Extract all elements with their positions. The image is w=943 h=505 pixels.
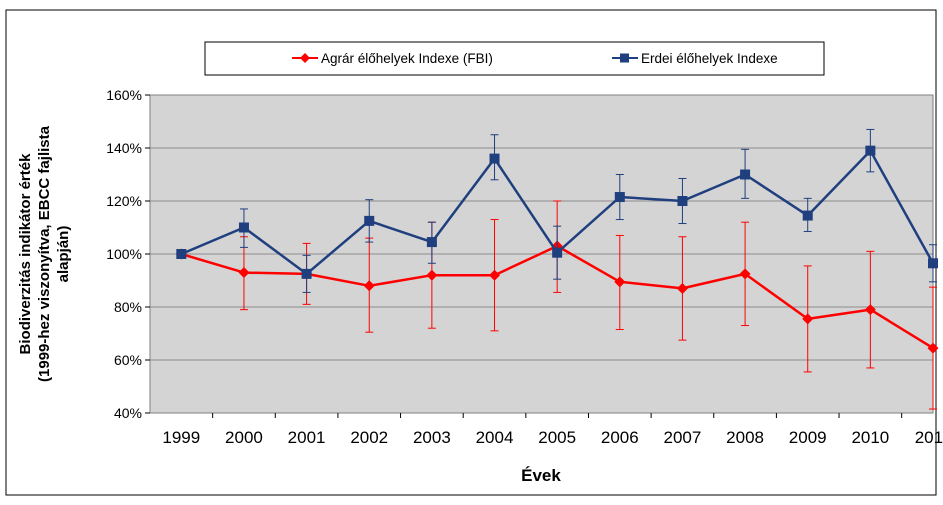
- point-1-4: [426, 237, 437, 248]
- legend-marker-1: [620, 53, 629, 63]
- legend-marker-0: [300, 53, 310, 63]
- x-tick-label-1999: 1999: [162, 428, 200, 447]
- series-layer: [175, 128, 939, 410]
- point-1-8: [677, 196, 688, 206]
- y-axis-title-line-2: (1999-hez viszonyítva, EBCC fajlista: [36, 125, 53, 382]
- point-1-1: [238, 222, 249, 233]
- point-1-12: [928, 258, 938, 269]
- x-tick-label-2005: 2005: [538, 428, 576, 447]
- x-tick-label-2008: 2008: [726, 428, 764, 447]
- y-axis-title: Biodiverzitás indikátor érték (1999-hez …: [17, 125, 72, 382]
- point-0-11: [864, 304, 876, 316]
- legend-label-1: Erdei élőhelyek Indexe: [641, 51, 778, 66]
- y-axis-title-line-1: Biodiverzitás indikátor érték: [17, 153, 34, 355]
- point-0-9: [739, 268, 751, 280]
- point-1-9: [740, 169, 751, 180]
- point-1-2: [301, 268, 312, 279]
- point-1-6: [552, 247, 563, 258]
- y-tick-label-100: 100%: [106, 246, 142, 262]
- y-axis-title-line-3: alapján): [55, 226, 72, 283]
- x-tick-label-2004: 2004: [476, 428, 514, 447]
- point-0-8: [676, 282, 688, 294]
- point-1-11: [865, 145, 876, 156]
- x-tick-label-2007: 2007: [664, 428, 702, 447]
- x-tick-label-2006: 2006: [601, 428, 639, 447]
- point-1-10: [802, 210, 813, 221]
- legend: Agrár élőhelyek Indexe (FBI) Erdei élőhe…: [204, 41, 825, 76]
- legend-label-0: Agrár élőhelyek Indexe (FBI): [321, 51, 493, 66]
- y-tick-labels: 40% 60% 80% 100% 120% 140% 160%: [106, 87, 142, 421]
- y-tick-label-40: 40%: [114, 405, 142, 421]
- x-tick-label-2000: 2000: [225, 428, 263, 447]
- point-0-3: [363, 280, 375, 292]
- x-tick-label-2009: 2009: [789, 428, 827, 447]
- x-tick-label-2003: 2003: [413, 428, 451, 447]
- y-tick-label-140: 140%: [106, 140, 142, 156]
- x-tick-label-2002: 2002: [350, 428, 388, 447]
- point-0-7: [614, 276, 626, 288]
- y-tick-label-80: 80%: [114, 299, 142, 315]
- point-0-10: [802, 313, 814, 325]
- x-axis-title: Évek: [521, 466, 561, 485]
- point-1-7: [614, 192, 625, 203]
- y-tick-label-120: 120%: [106, 193, 142, 209]
- y-tick-label-60: 60%: [114, 352, 142, 368]
- x-tick-label-2001: 2001: [288, 428, 326, 447]
- point-0-4: [426, 269, 438, 281]
- point-1-5: [489, 153, 500, 164]
- series-1: [176, 128, 938, 293]
- point-0-1: [238, 267, 250, 279]
- point-0-12: [927, 342, 939, 354]
- point-1-3: [364, 215, 375, 226]
- x-tick-labels: 1999 2000 2001 2002 2003 2004 2005 2006 2007 2008…: [162, 428, 943, 447]
- point-0-5: [489, 269, 501, 281]
- y-tick-label-160: 160%: [106, 87, 142, 103]
- x-tick-label-2010: 2010: [851, 428, 889, 447]
- point-1-0: [176, 249, 187, 259]
- x-tick-label-2011: 2011: [915, 428, 943, 447]
